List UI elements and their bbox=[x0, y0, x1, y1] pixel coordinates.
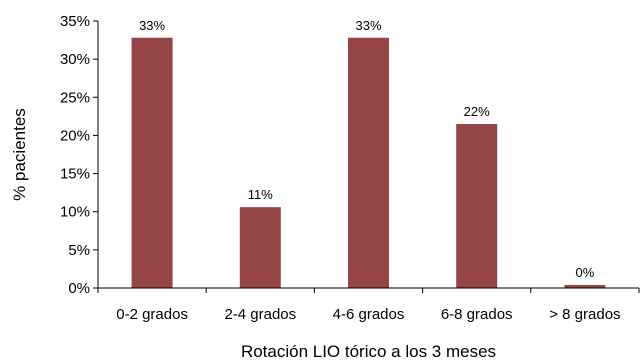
y-tick-label: 30% bbox=[60, 51, 90, 68]
x-tick-label: 4-6 grados bbox=[333, 306, 405, 323]
y-tick-label: 10% bbox=[60, 204, 90, 221]
x-tick-label: 6-8 grados bbox=[441, 306, 513, 323]
y-tick-label: 20% bbox=[60, 127, 90, 144]
data-label: 33% bbox=[139, 18, 165, 33]
data-label: 11% bbox=[248, 187, 273, 202]
y-tick-label: 0% bbox=[68, 280, 90, 297]
bar bbox=[348, 37, 389, 289]
x-tick-label: 2-4 grados bbox=[224, 306, 296, 323]
y-tick-label: 25% bbox=[60, 89, 90, 106]
y-axis-ticks: 0% 5% 10% 15% 20% 25% 30% 35% bbox=[60, 13, 98, 297]
data-labels-group: 33% 11% 33% 22% 0% bbox=[139, 18, 595, 280]
y-tick-label: 5% bbox=[68, 242, 90, 259]
y-tick-label: 35% bbox=[60, 13, 90, 30]
bar bbox=[564, 284, 606, 288]
x-tick-label: > 8 grados bbox=[549, 306, 620, 323]
bar bbox=[239, 207, 281, 288]
x-tick-label: 0-2 grados bbox=[116, 306, 188, 323]
data-label: 33% bbox=[355, 18, 381, 33]
bars-group bbox=[131, 37, 606, 289]
x-axis-title: Rotación LIO tórico a los 3 meses bbox=[241, 342, 496, 361]
x-axis-ticks: 0-2 grados 2-4 grados 4-6 grados 6-8 grados… bbox=[97, 288, 640, 323]
data-label: 22% bbox=[464, 104, 490, 119]
y-axis-title: % pacientes bbox=[10, 108, 29, 201]
y-tick-label: 15% bbox=[60, 166, 90, 183]
bar bbox=[456, 123, 498, 288]
data-label: 0% bbox=[576, 265, 595, 280]
bar bbox=[131, 37, 173, 289]
